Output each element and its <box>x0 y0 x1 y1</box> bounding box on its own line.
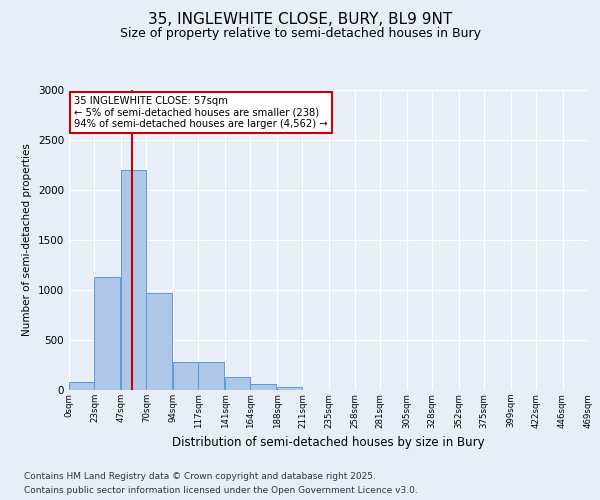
X-axis label: Distribution of semi-detached houses by size in Bury: Distribution of semi-detached houses by … <box>172 436 485 449</box>
Bar <box>146 293 172 390</box>
Bar <box>69 382 94 390</box>
Text: 35 INGLEWHITE CLOSE: 57sqm
← 5% of semi-detached houses are smaller (238)
94% of: 35 INGLEWHITE CLOSE: 57sqm ← 5% of semi-… <box>74 96 328 129</box>
Y-axis label: Number of semi-detached properties: Number of semi-detached properties <box>22 144 32 336</box>
Bar <box>199 362 224 390</box>
Text: Contains public sector information licensed under the Open Government Licence v3: Contains public sector information licen… <box>24 486 418 495</box>
Bar <box>173 362 199 390</box>
Bar <box>225 377 250 390</box>
Bar <box>250 384 276 390</box>
Text: Contains HM Land Registry data © Crown copyright and database right 2025.: Contains HM Land Registry data © Crown c… <box>24 472 376 481</box>
Text: Size of property relative to semi-detached houses in Bury: Size of property relative to semi-detach… <box>119 28 481 40</box>
Bar <box>94 277 120 390</box>
Bar <box>277 387 302 390</box>
Text: 35, INGLEWHITE CLOSE, BURY, BL9 9NT: 35, INGLEWHITE CLOSE, BURY, BL9 9NT <box>148 12 452 28</box>
Bar <box>121 170 146 390</box>
